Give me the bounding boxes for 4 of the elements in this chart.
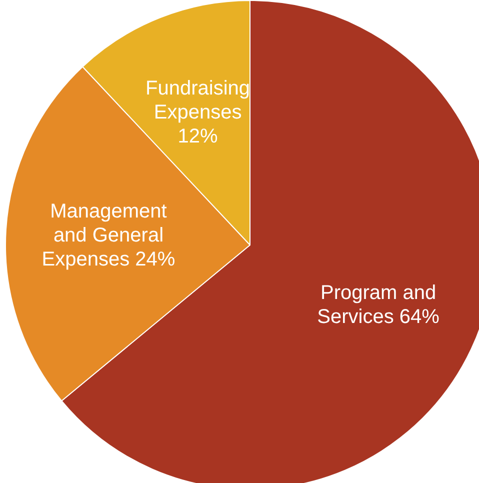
slice-label: Program and Services 64% xyxy=(317,282,440,328)
slice-label: Fundraising Expenses xyxy=(146,78,250,124)
data-label: 12% xyxy=(178,126,218,148)
slice-label: Management and General Expenses 24% xyxy=(42,200,176,271)
